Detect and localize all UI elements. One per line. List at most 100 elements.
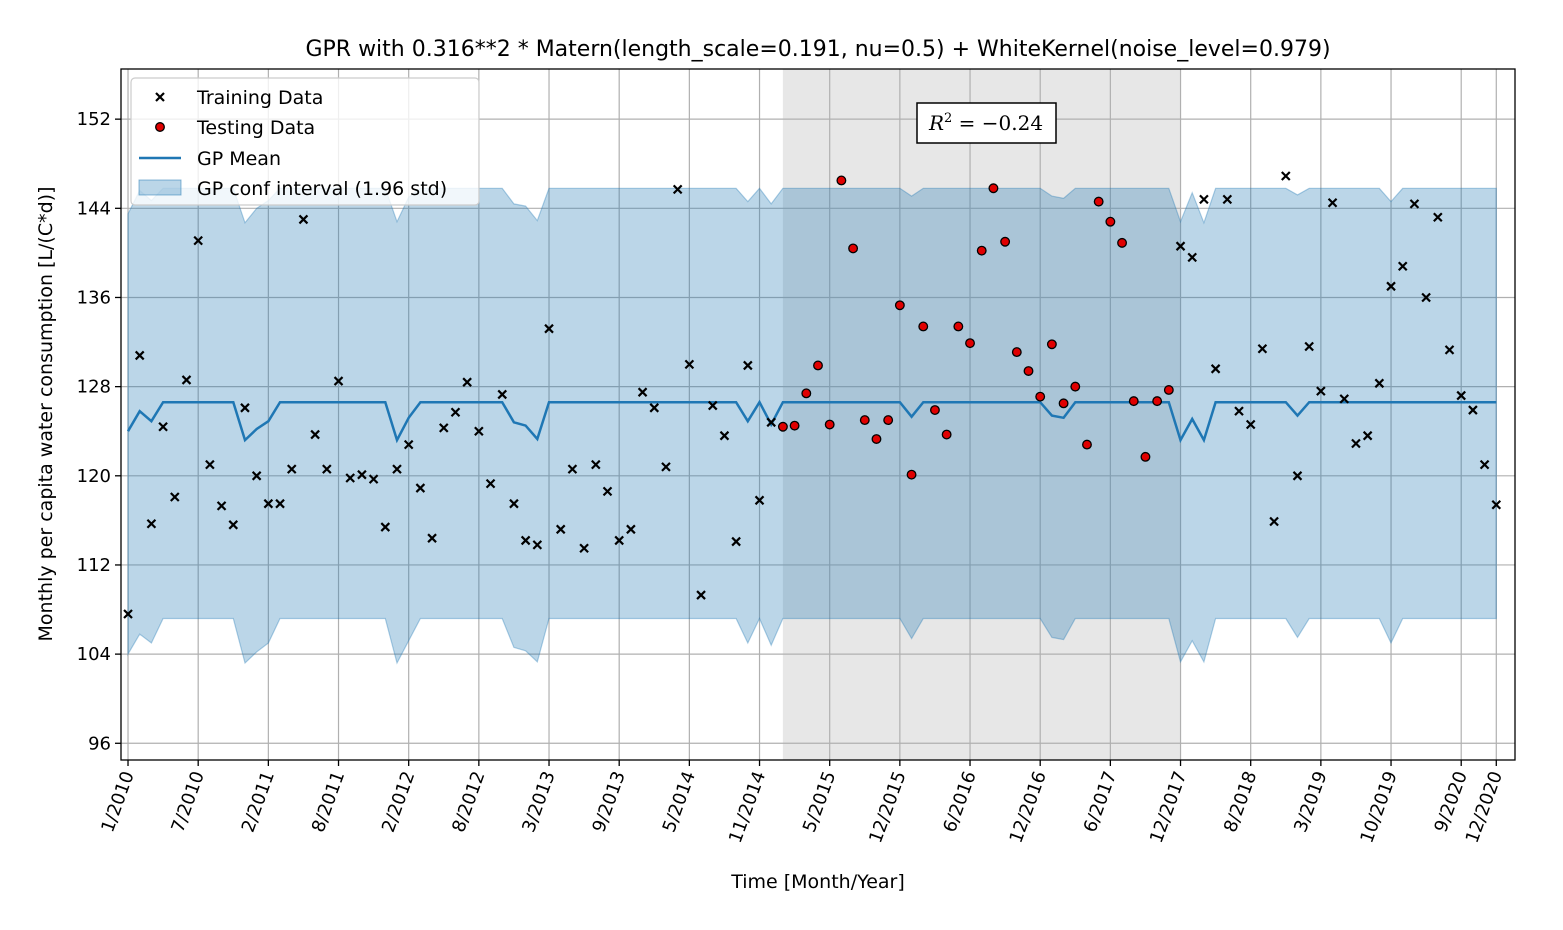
- plot-frame: [120, 68, 1516, 761]
- testing-point: [1093, 196, 1104, 207]
- training-point: [403, 439, 414, 450]
- training-point: [263, 498, 274, 509]
- training-point: [1316, 386, 1326, 396]
- training-point: [555, 524, 566, 535]
- testing-point: [976, 245, 987, 256]
- training-point: [1339, 394, 1350, 404]
- y-tick-label: 128: [77, 377, 111, 398]
- y-tick-label: 112: [77, 555, 111, 576]
- testing-point: [1128, 396, 1139, 407]
- testing-point: [906, 469, 917, 480]
- testing-point: [883, 415, 894, 426]
- training-point: [591, 459, 601, 470]
- training-point: [1386, 281, 1396, 292]
- r2-annotation-box: [916, 102, 1057, 144]
- legend-marker-training: [155, 92, 165, 102]
- training-point: [1269, 516, 1279, 527]
- training-point: [415, 483, 426, 493]
- x-tick-label: 5/2015: [799, 769, 840, 836]
- testing-point: [1152, 396, 1163, 407]
- training-point: [1397, 261, 1408, 272]
- x-tick-label: 6/2017: [1080, 769, 1121, 836]
- training-point: [181, 375, 192, 385]
- training-point: [696, 590, 706, 600]
- training-point: [614, 535, 624, 546]
- x-tick-label: 8/2012: [448, 769, 489, 836]
- testing-point: [894, 300, 905, 311]
- legend-box: [130, 77, 480, 206]
- training-point: [1304, 341, 1314, 352]
- training-point: [1245, 419, 1256, 430]
- legend-marker-testing: [155, 122, 165, 132]
- training-point: [684, 359, 695, 370]
- testing-point: [813, 360, 823, 371]
- y-tick-label: 136: [77, 287, 111, 308]
- testing-point: [1117, 237, 1128, 248]
- testing-point: [1058, 398, 1069, 409]
- chart-title: GPR with 0.316**2 * Matern(length_scale=…: [305, 37, 1330, 62]
- y-tick-label: 152: [77, 109, 111, 130]
- training-point: [1210, 364, 1221, 374]
- training-point: [357, 469, 367, 480]
- legend-label: Training Data: [196, 87, 323, 109]
- training-point: [1433, 212, 1443, 223]
- training-point: [1351, 438, 1361, 449]
- training-point: [1409, 199, 1420, 209]
- training-point: [743, 360, 753, 371]
- training-point: [228, 520, 239, 530]
- x-tick-label: 5/2014: [659, 769, 700, 836]
- training-point: [368, 474, 379, 484]
- training-point: [170, 492, 180, 502]
- training-point: [509, 498, 519, 509]
- y-tick-label: 120: [77, 466, 111, 487]
- testing-point: [988, 183, 999, 194]
- y-tick-label: 104: [77, 644, 111, 665]
- training-point: [158, 421, 168, 432]
- y-tick-label: 144: [77, 198, 111, 219]
- training-point: [532, 540, 543, 550]
- training-point: [474, 426, 484, 436]
- testing-point: [801, 388, 812, 399]
- training-point: [497, 389, 508, 400]
- confidence-band: [127, 187, 1497, 665]
- legend-label: GP conf interval (1.96 std): [197, 178, 447, 200]
- x-tick-label: 2/2012: [378, 769, 419, 836]
- training-point: [1456, 390, 1466, 401]
- legend: Training Data Testing Data GP Mean GP conf …: [130, 77, 480, 206]
- legend-label: Testing Data: [196, 117, 315, 139]
- training-point: [602, 486, 613, 497]
- testing-point: [1011, 347, 1022, 358]
- testing-point: [1070, 381, 1081, 392]
- training-point: [392, 464, 402, 474]
- x-tick-label: 3/2019: [1290, 769, 1331, 836]
- x-tick-label: 7/2010: [167, 769, 208, 836]
- testing-point: [871, 434, 882, 444]
- training-point: [310, 429, 320, 440]
- training-point: [1444, 345, 1455, 355]
- training-point: [520, 535, 531, 546]
- x-tick-label: 12/2016: [1006, 769, 1051, 846]
- training-point: [1362, 430, 1373, 441]
- training-point: [672, 184, 683, 195]
- training-point: [438, 423, 449, 433]
- training-point: [1222, 194, 1233, 205]
- training-point: [134, 350, 145, 361]
- training-point: [1234, 406, 1244, 416]
- training-point: [485, 478, 496, 489]
- testing-point: [824, 419, 835, 430]
- testing-point: [953, 321, 964, 332]
- testing-point: [929, 405, 940, 415]
- training-point: [193, 235, 203, 246]
- training-point: [649, 403, 660, 413]
- testing-point: [965, 338, 975, 349]
- x-tick-label: 8/2011: [308, 769, 349, 836]
- training-point: [450, 407, 461, 418]
- testing-point: [848, 243, 859, 254]
- x-axis-title: Time [Month/Year]: [730, 871, 905, 893]
- training-point: [1199, 194, 1209, 205]
- testing-point: [918, 321, 929, 332]
- testing-point: [789, 420, 800, 431]
- x-tick-label: 6/2016: [939, 769, 980, 836]
- training-point: [345, 473, 355, 483]
